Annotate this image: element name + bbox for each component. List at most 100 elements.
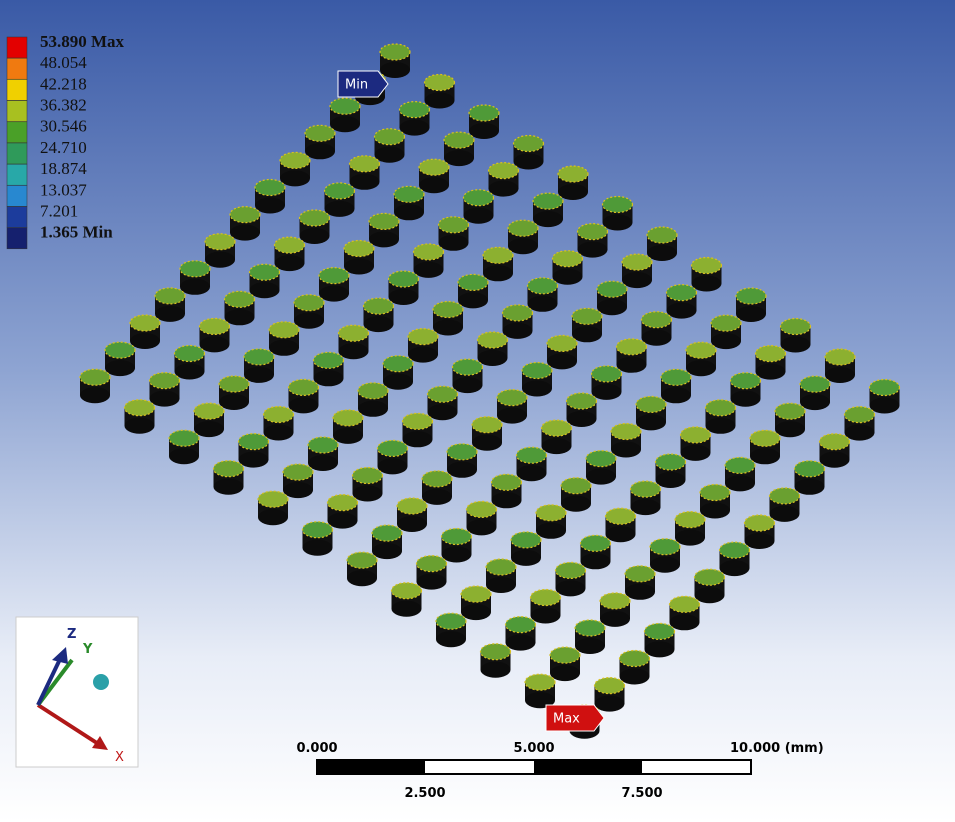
- cylinder-base: [238, 451, 269, 468]
- cylinder-base: [463, 207, 494, 224]
- cylinder-top: [579, 534, 612, 552]
- cylinder-base: [180, 278, 210, 295]
- cylinder-top: [679, 426, 712, 444]
- cylinder-base: [333, 427, 363, 444]
- cylinder-top: [768, 487, 801, 505]
- cylinder-base: [219, 394, 249, 410]
- cylinder-base: [691, 275, 722, 292]
- cylinder-base: [427, 404, 458, 421]
- cylinder-top: [218, 375, 250, 393]
- cylinder-base: [372, 543, 402, 560]
- cylinder-base: [294, 312, 324, 329]
- cylinder-base: [547, 353, 577, 370]
- cylinder-base: [244, 366, 274, 383]
- cylinder-top: [223, 290, 256, 308]
- cylinder-base: [124, 417, 155, 434]
- cylinder-base: [199, 336, 230, 353]
- cylinder-top: [507, 219, 539, 237]
- axis-x-head: [92, 736, 108, 750]
- cylinder-top: [501, 304, 534, 322]
- cylinder-top: [510, 531, 542, 549]
- cylinder-top: [418, 158, 450, 176]
- cylinder-top: [435, 612, 467, 630]
- cylinder-top: [524, 673, 556, 691]
- cylinder-top: [560, 477, 592, 495]
- cylinder-top: [193, 402, 225, 420]
- cylinder-top: [390, 582, 423, 600]
- cylinder-base: [461, 604, 491, 621]
- legend-swatch: [6, 206, 28, 228]
- cylinder-top: [574, 619, 606, 637]
- cylinder-top: [749, 429, 781, 447]
- cylinder-top: [774, 402, 806, 420]
- cylinder-base: [413, 261, 444, 278]
- max-label: Max: [553, 712, 580, 727]
- cylinder-top: [485, 558, 517, 576]
- cylinder-base: [338, 343, 369, 360]
- cylinder-top: [604, 507, 637, 525]
- cylinder-base: [586, 468, 616, 485]
- cylinder-base: [561, 495, 591, 512]
- cylinder-top: [599, 592, 631, 610]
- cylinder-top: [273, 236, 306, 254]
- triad-y: Y: [82, 642, 93, 657]
- cylinder-top: [432, 300, 464, 319]
- cylinder-base: [769, 505, 800, 522]
- cylinder-top: [668, 595, 701, 613]
- legend-swatch: [6, 36, 28, 59]
- cylinder-top: [382, 355, 414, 373]
- cylinder-base: [480, 661, 511, 678]
- cylinder-base: [516, 465, 547, 482]
- cylinder-top: [426, 385, 459, 403]
- cylinder-base: [258, 509, 288, 526]
- cylinder-top: [168, 429, 200, 447]
- cylinder-top: [565, 392, 598, 410]
- legend-label: 36.382: [40, 96, 87, 115]
- cylinder-top: [735, 287, 767, 305]
- cylinder-top: [229, 206, 261, 224]
- cylinder-base: [269, 339, 299, 356]
- cylinder-top: [346, 551, 378, 569]
- legend-swatch: [6, 79, 28, 101]
- cylinder-base: [283, 482, 313, 499]
- axis-z: [36, 654, 64, 706]
- cylinder-top: [557, 165, 589, 183]
- cylinder-base: [397, 516, 427, 532]
- cylinder-base: [308, 455, 338, 471]
- cylinder-top: [793, 460, 826, 478]
- axis-z-head: [52, 647, 68, 664]
- cylinder-base: [441, 546, 472, 563]
- cylinder-top: [123, 399, 156, 417]
- cylinder-top: [396, 497, 428, 515]
- cylinder-top: [198, 317, 231, 335]
- cylinder-top: [504, 615, 537, 634]
- scale-seg: [534, 760, 642, 774]
- cylinder-base: [680, 444, 711, 461]
- cylinder-base: [444, 150, 474, 167]
- cylinder-top: [699, 483, 731, 502]
- cylinder-top: [799, 375, 831, 393]
- cylinder-base: [486, 577, 516, 593]
- cylinder-top: [323, 182, 356, 200]
- cylinder-top: [704, 399, 737, 417]
- legend-swatch: [6, 185, 28, 207]
- cylinder-base: [194, 421, 224, 438]
- cylinder-base: [661, 387, 691, 404]
- cylinder-top: [482, 246, 514, 264]
- legend-swatch: [6, 100, 28, 122]
- cylinder-base: [149, 390, 180, 407]
- cylinder-top: [440, 527, 473, 546]
- cylinder-top: [348, 155, 381, 173]
- cylinder-top: [521, 361, 553, 380]
- cylinder-top: [479, 643, 512, 661]
- cylinder-base: [650, 556, 680, 573]
- cylinder-base: [469, 123, 499, 139]
- triad-z: Z: [67, 627, 76, 642]
- cylinder-base: [497, 407, 527, 424]
- cylinder-top: [646, 226, 678, 244]
- cylinder-top: [585, 450, 617, 468]
- cylinder-base: [130, 333, 160, 349]
- cylinder-top: [649, 538, 681, 556]
- cylinder-top: [293, 294, 325, 312]
